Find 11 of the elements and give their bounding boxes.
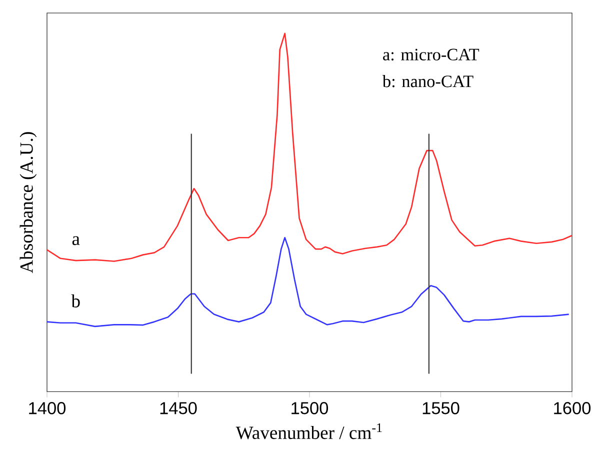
series-label: a	[72, 236, 80, 246]
annotation: a: micro-CAT	[383, 48, 480, 60]
x-tick-label: 1500	[292, 402, 328, 414]
x-tick-label: 1450	[160, 402, 197, 414]
x-tick-label: 1600	[554, 402, 591, 414]
x-tick-label: 1400	[29, 402, 66, 414]
x-axis-title: Wavenumber / cm$^{-1}$	[236, 423, 382, 440]
series-label: b	[71, 294, 80, 308]
y-axis-title: Absorbance (A.U.)	[20, 132, 37, 274]
x-tick-label: 1550	[422, 402, 460, 414]
annotation: b: nano-CAT	[382, 75, 474, 88]
